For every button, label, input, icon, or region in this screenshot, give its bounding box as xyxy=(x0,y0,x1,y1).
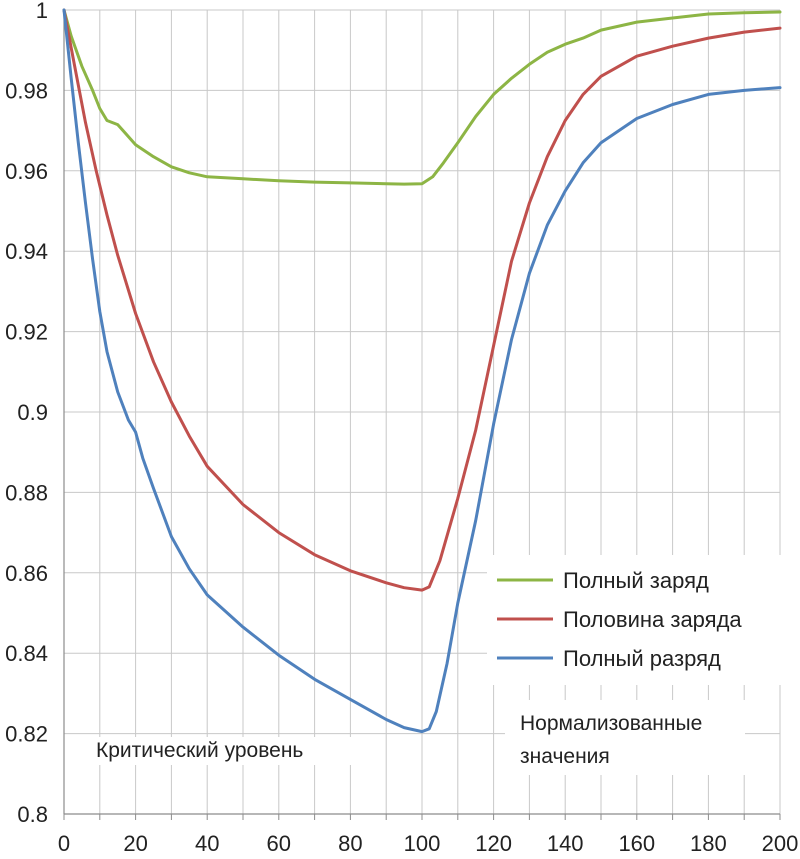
critical-level-label: Критический уровень xyxy=(96,739,303,762)
x-tick-label: 60 xyxy=(267,831,291,856)
grid xyxy=(64,9,781,814)
critical-level-label-bg xyxy=(84,737,354,765)
y-tick-label: 0.96 xyxy=(5,159,48,184)
x-tick-label: 80 xyxy=(338,831,362,856)
series-line-0 xyxy=(62,8,782,186)
axes xyxy=(63,10,781,820)
legend-label-0: Полный заряд xyxy=(563,568,709,593)
legend: Полный заряд Половина заряда Полный разряд xyxy=(497,568,742,671)
series-line-2 xyxy=(62,8,782,734)
y-tick-labels: 0.8 0.82 0.84 0.86 0.88 0.9 0.92 0.94 0.96 0.98 1 xyxy=(5,0,48,827)
y-tick-label: 0.98 xyxy=(5,78,48,103)
x-tick-label: 180 xyxy=(690,831,727,856)
normalized-label-bg xyxy=(505,700,745,775)
x-tick-label: 100 xyxy=(404,831,441,856)
y-tick-label: 0.86 xyxy=(5,561,48,586)
x-tick-labels: 0 20 40 60 80 100 120 140 160 180 200 xyxy=(58,831,798,856)
x-tick-label: 140 xyxy=(547,831,584,856)
x-tick-label: 160 xyxy=(618,831,655,856)
x-tick-label: 0 xyxy=(58,831,70,856)
y-tick-label: 0.84 xyxy=(5,641,48,666)
y-tick-label: 1 xyxy=(36,0,48,23)
y-tick-label: 0.94 xyxy=(5,239,48,264)
y-tick-label: 0.82 xyxy=(5,722,48,747)
legend-label-2: Полный разряд xyxy=(563,646,721,671)
legend-label-1: Половина заряда xyxy=(563,607,742,632)
y-tick-label: 0.9 xyxy=(17,400,48,425)
normalized-label-line2: значения xyxy=(520,745,610,768)
y-tick-label: 0.8 xyxy=(17,802,48,827)
x-tick-label: 200 xyxy=(762,831,799,856)
series-lines xyxy=(62,8,782,734)
x-tick-label: 40 xyxy=(195,831,219,856)
series-line-1 xyxy=(62,8,782,592)
normalized-label-line1: Нормализованные xyxy=(520,712,702,735)
x-tick-label: 120 xyxy=(475,831,512,856)
x-tick-label: 20 xyxy=(123,831,147,856)
y-tick-label: 0.92 xyxy=(5,320,48,345)
y-tick-label: 0.88 xyxy=(5,480,48,505)
